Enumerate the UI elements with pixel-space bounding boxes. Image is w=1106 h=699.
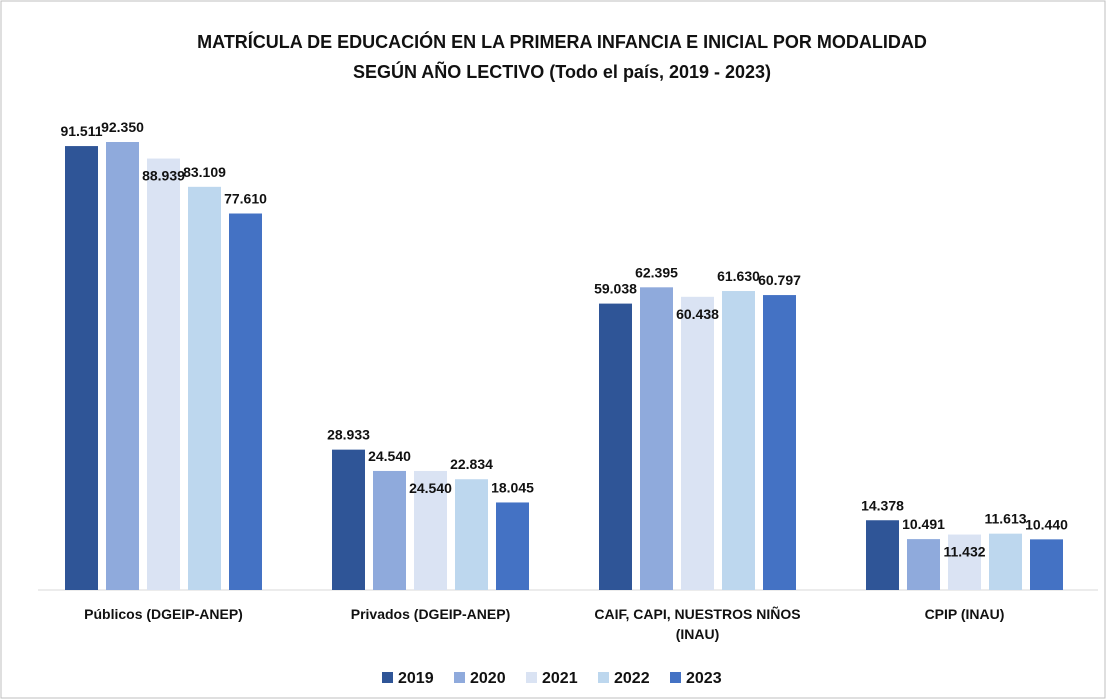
data-label: 22.834 xyxy=(450,456,493,472)
bar xyxy=(989,533,1022,590)
bar xyxy=(496,502,529,590)
bar xyxy=(763,295,796,590)
bar xyxy=(455,479,488,590)
data-label: 11.613 xyxy=(984,511,1026,527)
data-label: 60.438 xyxy=(676,306,719,322)
bar xyxy=(373,470,406,590)
bar xyxy=(229,213,262,590)
bar xyxy=(147,158,180,591)
data-label: 10.440 xyxy=(1025,516,1068,532)
data-label: 92.350 xyxy=(101,119,144,135)
bar xyxy=(1030,539,1063,590)
x-tick-label: Públicos (DGEIP-ANEP) xyxy=(84,606,243,622)
x-tick-label: Privados (DGEIP-ANEP) xyxy=(350,606,511,622)
data-label: 14.378 xyxy=(861,497,904,513)
legend-label: 2023 xyxy=(686,670,722,687)
legend-swatch xyxy=(598,672,609,683)
legend-label: 2021 xyxy=(542,670,578,687)
bar xyxy=(907,539,940,590)
legend-label: 2022 xyxy=(614,670,650,687)
bar xyxy=(188,186,221,590)
bar xyxy=(866,520,899,590)
bar xyxy=(948,534,981,590)
bar xyxy=(640,287,673,590)
data-label: 61.630 xyxy=(717,268,760,284)
bar xyxy=(65,146,98,591)
data-label: 60.797 xyxy=(758,272,801,288)
data-label: 18.045 xyxy=(491,479,534,495)
data-label: 59.038 xyxy=(594,281,637,297)
x-tick-label: CPIP (INAU) xyxy=(924,606,1005,622)
data-label: 24.540 xyxy=(409,480,452,496)
bar xyxy=(681,296,714,590)
data-label: 91.511 xyxy=(60,123,102,139)
legend-label: 2020 xyxy=(470,670,506,687)
data-label: 28.933 xyxy=(327,427,370,443)
data-label: 83.109 xyxy=(183,164,226,180)
data-label: 62.395 xyxy=(635,264,678,280)
data-label: 88.939 xyxy=(142,168,185,184)
bar xyxy=(106,142,139,590)
legend-swatch xyxy=(526,672,537,683)
data-label: 77.610 xyxy=(224,191,267,207)
chart-title: SEGÚN AÑO LECTIVO (Todo el país, 2019 - … xyxy=(353,61,771,82)
legend-swatch xyxy=(454,672,465,683)
chart-title: MATRÍCULA DE EDUCACIÓN EN LA PRIMERA INF… xyxy=(197,31,927,52)
legend-swatch xyxy=(670,672,681,683)
data-label: 24.540 xyxy=(368,448,411,464)
x-tick-label: CAIF, CAPI, NUESTROS NIÑOS (INAU) xyxy=(594,606,801,642)
bar xyxy=(332,449,365,590)
data-label: 10.491 xyxy=(902,516,945,532)
legend-swatch xyxy=(382,672,393,683)
bar xyxy=(722,291,755,590)
bar xyxy=(599,303,632,590)
data-label: 11.432 xyxy=(943,544,985,560)
bar xyxy=(414,470,447,590)
legend-label: 2019 xyxy=(398,670,434,687)
